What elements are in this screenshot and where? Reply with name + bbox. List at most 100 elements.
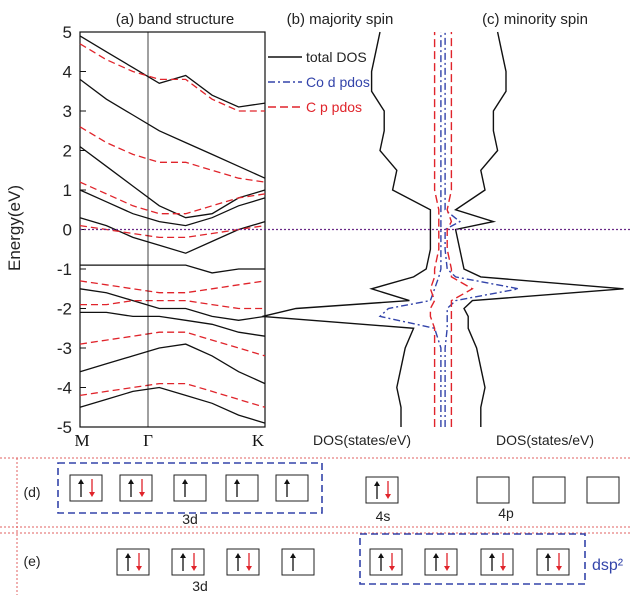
band-line-red [79,43,265,112]
y-tick-label: 4 [63,63,72,82]
spin-up-arrowhead [235,553,241,558]
dos-xlabel-minority: DOS(states/eV) [496,432,594,448]
row-e-group-dsp2-label: dsp² [592,557,624,574]
spin-down-arrowhead [139,492,145,497]
row-d-group-4s-label: 4s [376,508,391,524]
orbital-box [476,476,510,504]
row-d-group-3d-label: 3d [182,511,198,527]
spin-up-arrowhead [374,481,380,486]
orbital-box [171,548,205,576]
y-tick-label: 1 [63,181,72,200]
spin-up-arrowhead [234,479,240,484]
spin-up-arrowhead [180,553,186,558]
spin-up-arrowhead [182,479,188,484]
row-e-label: (e) [23,553,40,569]
orbital-box [536,548,570,576]
spin-down-arrowhead [89,492,95,497]
spin-down-arrowhead [191,566,197,571]
band-line-red [79,331,266,357]
row-e-dsp2-hybrid-box [359,533,586,585]
k-label-k: K [252,431,265,450]
band-line-red [79,126,266,183]
orbital-box [480,548,514,576]
y-axis-ticks: -5 -4 -3 -2 -1 0 1 2 3 4 5 [57,23,86,437]
band-line-red [80,299,265,310]
y-tick-label: -5 [57,418,72,437]
spin-up-arrowhead [284,479,290,484]
dos-line-minority [446,32,474,427]
y-tick-label: 3 [63,102,72,121]
orbital-box [116,548,150,576]
k-label-m: M [74,431,89,450]
spin-up-arrowhead [128,479,134,484]
y-tick-label: 2 [63,142,72,161]
dos-lines [262,31,624,427]
dos-line-majority [262,31,432,427]
spin-up-arrowhead [378,553,384,558]
orbital-box [365,476,399,504]
spin-up-arrowhead [125,553,131,558]
legend: total DOS Co d pdos C p pdos [268,49,370,115]
spin-down-arrowhead [444,566,450,571]
y-tick-label: -4 [57,379,72,398]
dos-xlabel-majority: DOS(states/eV) [313,432,411,448]
spin-up-arrowhead [545,553,551,558]
legend-label-total-dos: total DOS [306,49,367,65]
title-minority-spin: (c) minority spin [482,11,588,28]
spin-down-arrowhead [246,566,252,571]
row-e-group-3d-label: 3d [192,578,208,594]
y-tick-label: -3 [57,339,72,358]
title-band-structure: (a) band structure [116,11,234,28]
row-d-3d-hybrid-box [57,462,323,514]
orbital-box [173,474,207,502]
orbital-box [369,548,403,576]
band-line-black [79,288,266,321]
band-line-black [79,35,266,108]
row-d-group-4p-label: 4p [498,505,514,521]
legend-label-co-d: Co d pdos [306,74,370,90]
row-d-orbitals [69,474,620,504]
band-line-black [80,311,266,337]
spin-up-arrowhead [290,553,296,558]
spin-up-arrowhead [433,553,439,558]
spin-down-arrowhead [556,566,562,571]
y-tick-label: 0 [63,221,72,240]
band-line-black [79,189,266,227]
band-line-black [79,78,266,179]
y-axis-label: Energy(eV) [5,185,24,271]
band-line-black [79,146,266,219]
dos-line-minority [453,31,624,427]
orbital-box [225,474,259,502]
dos-line-majority [378,32,442,427]
y-tick-label: -2 [57,300,72,319]
spin-down-arrowhead [385,494,391,499]
spin-up-arrowhead [489,553,495,558]
orbital-box [281,548,315,576]
orbital-box [119,474,153,502]
orbital-box [424,548,458,576]
dos-line-majority [429,32,440,427]
title-majority-spin: (b) majority spin [287,11,394,28]
band-line-red [79,181,266,215]
row-e-orbitals [116,548,570,576]
y-tick-label: -1 [57,260,72,279]
k-label-gamma: Γ [143,431,153,450]
row-d-label: (d) [23,484,40,500]
y-tick-label: 5 [63,23,72,42]
orbital-box [532,476,566,504]
spin-down-arrowhead [389,566,395,571]
orbital-box [275,474,309,502]
band-line-red [79,382,266,408]
orbital-box [69,474,103,502]
spin-up-arrowhead [78,479,84,484]
band-line-black [79,217,266,254]
band-line-black [79,343,266,385]
band-lines [79,35,266,424]
dos-line-minority [444,32,519,427]
orbital-box [586,476,620,504]
spin-down-arrowhead [500,566,506,571]
legend-label-c-p: C p pdos [306,99,362,115]
band-line-red [79,224,266,239]
orbital-box [226,548,260,576]
